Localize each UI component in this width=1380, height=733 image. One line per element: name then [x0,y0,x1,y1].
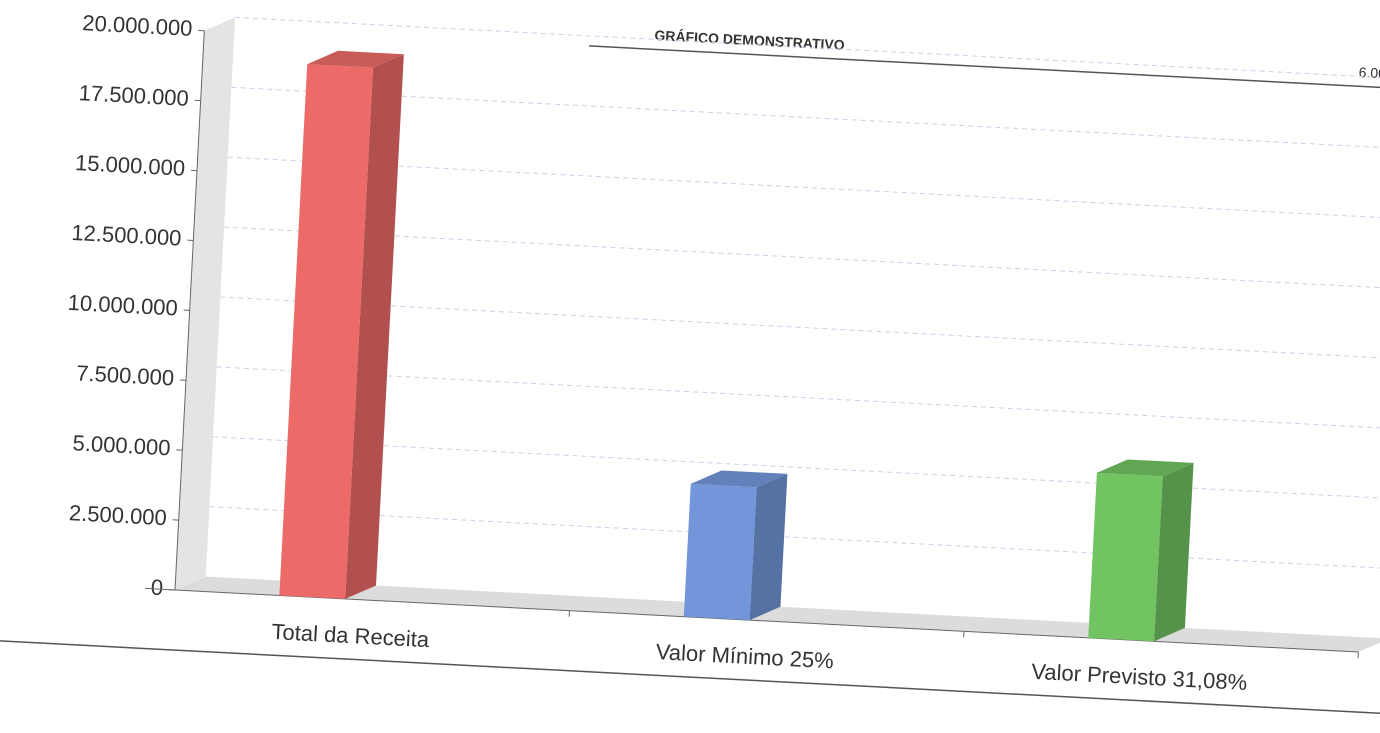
y-tick-label: 10.000.000 [67,290,178,321]
bar-top [307,50,404,68]
y-tick-label: 17.500.000 [78,80,189,111]
side-wall [175,17,236,590]
y-axis [174,30,205,591]
y-tick-label: 0 [150,575,164,601]
grid-line [213,436,1380,500]
y-tick-label: 7.500.000 [76,360,175,390]
x-axis [145,587,1359,653]
grid-line [209,506,1380,570]
y-tick-label: 20.000.000 [82,10,193,41]
grid-line [224,226,1380,290]
page-rule [589,45,1380,92]
bar-front [683,483,757,621]
y-tick-label: 15.000.000 [74,150,185,181]
bar-side [345,54,404,599]
annotation: 6.000.000,0 [1358,64,1380,84]
bar-side [749,473,788,621]
bar-side [1154,462,1194,642]
floor [175,576,1380,653]
x-tick-label: Valor Previsto 31,08% [1031,659,1248,695]
grid-line [216,366,1380,430]
bar-front [279,64,374,599]
y-tick-label: 12.500.000 [71,220,182,251]
grid-line [231,86,1380,150]
chart-title: GRÁFICO DEMONSTRATIVO [654,27,845,53]
bar-top [1096,459,1194,477]
bar-front [1088,472,1163,642]
bar-top [690,470,788,488]
grid-line [227,156,1380,220]
x-tick-label: Valor Mínimo 25% [655,639,834,673]
x-tick-label: Total da Receita [271,619,431,652]
plot: GRÁFICO DEMONSTRATIVO 6.000.000,0 0 2.500… [0,10,1380,716]
page-rule [0,637,1380,716]
y-tick-label: 5.000.000 [72,430,171,460]
y-tick-label: 2.500.000 [68,500,167,530]
grid-line [220,296,1380,360]
